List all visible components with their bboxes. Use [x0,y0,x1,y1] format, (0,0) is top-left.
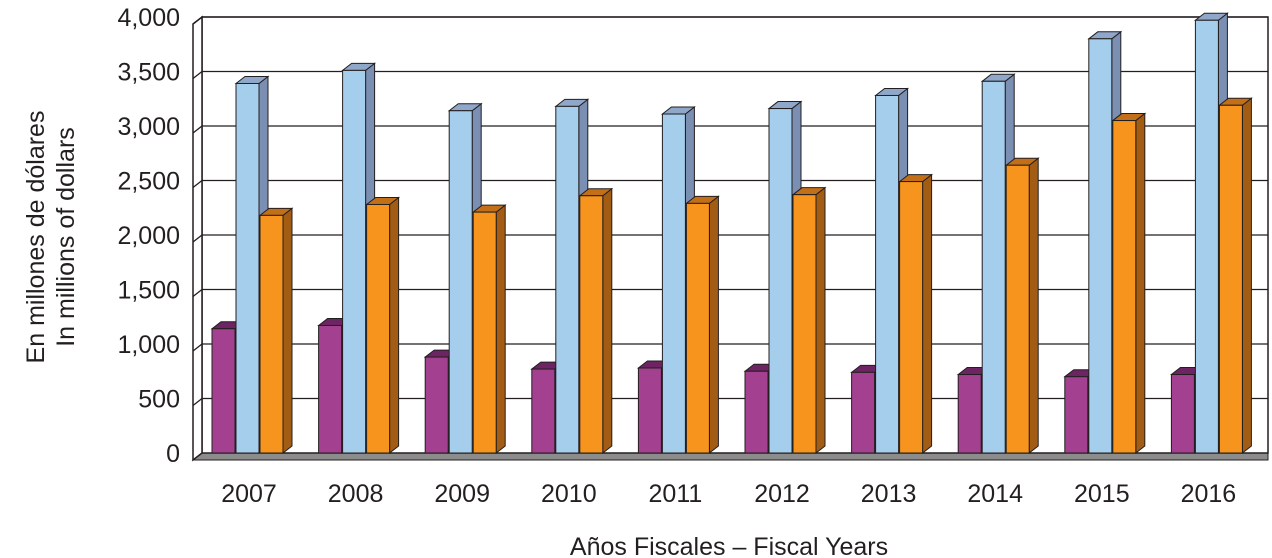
y-tick-label: 3,000 [117,113,180,141]
bar-front [448,110,473,454]
bar-front [768,108,793,454]
bar-side [815,186,826,455]
bar-2007-3 [258,207,294,455]
bar-front [342,69,367,454]
bar-front [211,328,236,454]
bar-side [1135,112,1146,455]
y-tick-label: 3,500 [117,59,180,87]
x-tick-label: 2016 [1181,480,1237,508]
bar-2013-3 [898,173,934,455]
bar-side [1241,97,1252,455]
gridline-depth [192,288,203,298]
bar-front [472,211,497,454]
bar-front [424,356,449,454]
bar-front [531,368,556,454]
x-tick-label: 2012 [754,480,810,508]
bar-front [744,370,769,454]
bar-front [579,195,604,454]
gridline-depth [192,70,203,80]
bar-front [981,80,1006,454]
bar-front [661,113,686,454]
x-tick-label: 2013 [861,480,917,508]
bar-front [366,203,391,454]
bar-front [555,105,580,454]
y-axis-title-line-2: In millions of dollars [52,127,80,347]
floor-surface [191,452,1269,461]
gridline-depth [192,179,203,189]
bar-front [792,194,817,454]
bar-2009-3 [471,204,507,455]
bar-2012-3 [791,186,827,455]
gridline-depth [192,234,203,243]
bar-front [851,371,876,454]
x-tick-label: 2009 [434,480,490,508]
bar-side [602,187,613,455]
bar-side [1028,157,1039,455]
bar-front [1194,19,1219,454]
bar-side [282,207,293,455]
axis-titles: Años Fiscales – Fiscal Years En millones… [22,111,888,558]
bar-side [495,204,506,455]
bar-front [235,82,260,454]
y-tick-label: 2,000 [117,222,180,250]
y-axis-ticks: 0 500 1,000 1,500 2,000 2,500 3,000 3,500 4,000 [117,4,180,468]
x-tick-label: 2010 [541,480,597,508]
bar-front [685,202,710,454]
y-tick-label: 4,000 [117,4,180,32]
y-tick-label: 2,500 [117,168,180,196]
bar-front [957,374,982,454]
x-tick-label: 2008 [328,480,384,508]
bar-side [389,196,400,455]
x-axis-ticks: 2007 2008 2009 2010 2011 2012 2013 2014 2015 2016 [221,480,1236,508]
bar-2015-3 [1111,112,1147,455]
bar-side [922,173,933,455]
bar-front [1005,164,1030,454]
bar-2011-3 [684,195,720,455]
bar-front [1064,376,1089,454]
bar-side [708,195,719,455]
bar-front [259,214,284,454]
bar-front [1170,374,1195,454]
bar-front [1218,104,1243,454]
gridline-depth [192,16,203,25]
bar-front [318,324,343,454]
bars [210,12,1253,455]
y-axis-title-line-1: En millones de dólares [22,111,50,364]
y-tick-label: 1,500 [117,277,180,305]
gridline-depth [192,125,203,134]
bar-front [1088,38,1113,454]
bar-2014-3 [1004,157,1040,455]
bar-front [1112,120,1137,454]
y-tick-label: 0 [166,440,180,468]
bar-front [899,181,924,454]
x-tick-label: 2015 [1074,480,1130,508]
bar-2010-3 [578,187,614,455]
bar-front [875,94,900,454]
bar-2008-3 [365,196,401,455]
bar-front [637,367,662,454]
chart-floor [191,452,1269,461]
y-tick-label: 500 [138,386,180,414]
gridline-depth [192,343,203,352]
x-tick-label: 2007 [221,480,277,508]
gridline-depth [192,397,203,407]
x-tick-label: 2011 [649,480,703,508]
x-axis-title: Años Fiscales – Fiscal Years [570,533,888,558]
x-tick-label: 2014 [967,480,1023,508]
y-tick-label: 1,000 [117,331,180,359]
bar-2016-3 [1217,97,1253,455]
